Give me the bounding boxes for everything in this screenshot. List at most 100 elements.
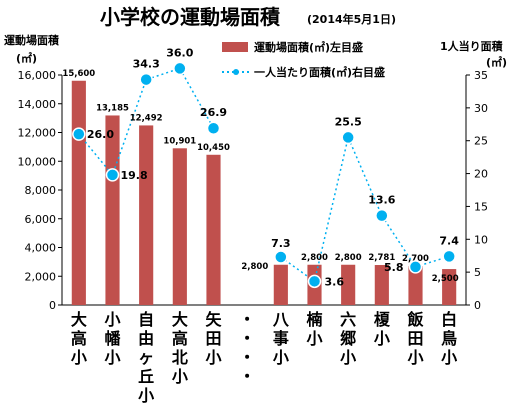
line-value-label: 36.0: [166, 46, 193, 59]
line-value-label: 7.3: [271, 237, 291, 250]
right-tick-label: 20: [474, 168, 488, 181]
category-label: 小: [138, 386, 154, 405]
category-label: 飯: [406, 310, 423, 329]
right-tick-label: 15: [474, 200, 488, 213]
line-point: [139, 72, 153, 87]
line-point: [105, 168, 120, 182]
category-label: 鳥: [441, 329, 457, 348]
line-value-label: 5.8: [384, 261, 404, 274]
category-label: 大: [172, 310, 188, 329]
category-label: 田: [205, 329, 221, 348]
category-label: 北: [172, 348, 188, 367]
bar: [442, 269, 457, 305]
legend-line-marker: [233, 69, 239, 75]
line-value-label: 19.8: [121, 169, 148, 182]
bar: [273, 264, 288, 305]
category-label: 丘: [138, 367, 154, 386]
category-label: 事: [273, 329, 289, 348]
line-point: [442, 249, 456, 264]
right-axis-title: 1人当り面積: [440, 39, 504, 53]
category-label: ・: [239, 367, 255, 386]
category-label: 小: [441, 348, 457, 367]
line-point: [375, 208, 389, 223]
chart-title: 小学校の運動場面積: [100, 5, 281, 29]
category-label: 小: [172, 367, 188, 386]
line-point: [173, 61, 187, 76]
series-line-gap: [228, 138, 267, 257]
right-tick-label: 5: [474, 266, 481, 279]
right-axis-unit: (㎡): [486, 55, 507, 69]
bar-value-label: 2,800: [301, 253, 328, 263]
right-tick-label: 30: [474, 102, 488, 115]
line-point: [341, 130, 355, 145]
bar: [374, 265, 389, 305]
legend: 運動場面積(㎡)左目盛 一人当たり面積(㎡)右目盛: [222, 40, 385, 79]
category-label: 小: [273, 348, 289, 367]
category-label: 自: [138, 310, 154, 329]
line-value-label: 34.3: [133, 58, 160, 71]
category-label: 田: [407, 329, 423, 348]
category-label: 小: [407, 348, 423, 367]
legend-bar-label: 運動場面積(㎡)左目盛: [254, 40, 363, 54]
left-tick-label: 8,000: [25, 184, 57, 197]
series-line: [78, 67, 215, 177]
category-label: ・: [239, 329, 255, 348]
left-tick-label: 12,000: [18, 127, 57, 140]
category-label: 小: [71, 348, 87, 367]
category-label: 大: [71, 310, 87, 329]
line-value-label: 26.9: [200, 106, 227, 119]
chart-subtitle: (2014年5月1日): [307, 12, 396, 26]
line-point: [307, 274, 322, 289]
category-label: 郷: [340, 329, 356, 348]
right-tick-label: 35: [474, 69, 488, 82]
left-tick-label: 14,000: [18, 98, 57, 111]
bar: [71, 80, 86, 305]
bar-value-label: 2,500: [432, 274, 459, 284]
category-label: 由: [138, 329, 154, 348]
category-label: 幡: [104, 329, 121, 348]
line-value-label: 26.0: [87, 128, 114, 141]
bar-value-label: 13,185: [96, 103, 129, 113]
right-tick-label: 25: [474, 135, 488, 148]
category-label: ・: [239, 348, 255, 367]
category-label: ヶ: [138, 348, 154, 367]
left-axis-unit: (㎡): [16, 51, 37, 65]
legend-bar-swatch: [222, 42, 248, 52]
bar: [341, 264, 356, 305]
category-label: 八: [272, 310, 290, 329]
category-label: 楠: [305, 310, 322, 329]
left-tick-label: 10,000: [18, 155, 57, 168]
left-tick-label: 6,000: [25, 213, 57, 226]
left-axis-title: 運動場面積: [4, 33, 60, 47]
line-point: [274, 250, 288, 264]
category-label: 榎: [374, 310, 391, 329]
line-value-label: 3.6: [325, 275, 345, 288]
category-label: 矢: [205, 310, 222, 329]
category-label: ・: [239, 310, 255, 329]
left-tick-label: 2,000: [25, 270, 57, 283]
bar-value-label: 15,600: [62, 69, 95, 79]
bar: [105, 115, 120, 305]
category-label: 小: [340, 348, 356, 367]
category-label: 小: [306, 329, 322, 348]
left-tick-label: 0: [49, 299, 56, 312]
line-point: [72, 127, 86, 141]
category-label: 高: [172, 329, 188, 348]
line-value-label: 25.5: [335, 115, 362, 128]
line-point: [408, 260, 423, 274]
bar: [206, 154, 221, 305]
bar-value-label: 2,800: [335, 253, 362, 263]
bar-value-label: 2,781: [368, 253, 395, 263]
legend-line-label: 一人当たり面積(㎡)右目盛: [254, 65, 385, 79]
category-label: 小: [205, 348, 221, 367]
right-tick-label: 0: [474, 299, 481, 312]
line-value-label: 13.6: [368, 194, 395, 207]
category-label: 小: [374, 329, 390, 348]
bar-value-label: 2,700: [402, 254, 429, 264]
line-point: [206, 121, 221, 135]
category-label: 小: [104, 348, 120, 367]
bar: [139, 125, 154, 306]
left-tick-label: 16,000: [18, 69, 57, 82]
category-label: 六: [340, 310, 356, 329]
bar-value-label: 10,450: [197, 143, 230, 153]
